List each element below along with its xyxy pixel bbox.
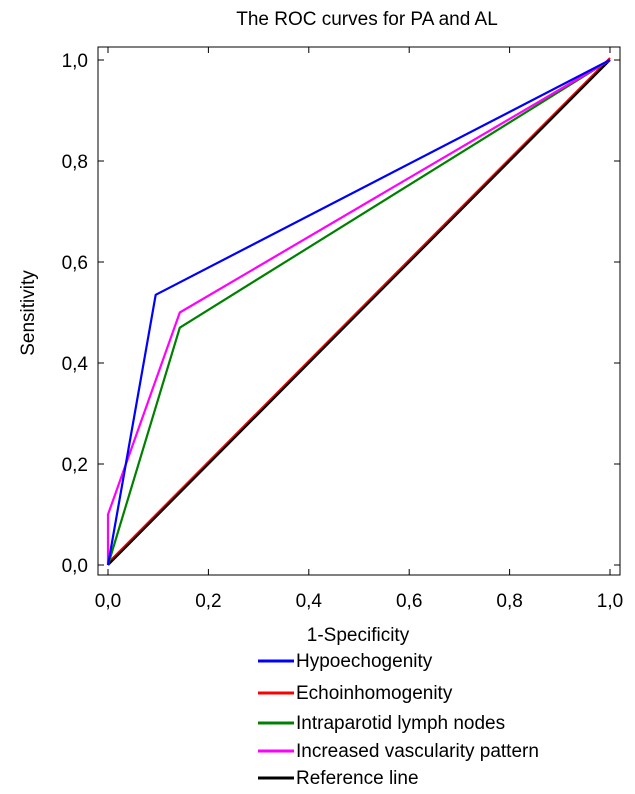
plot-frame <box>97 46 621 576</box>
x-tick-label: 0,0 <box>95 591 121 612</box>
plot-area <box>97 46 621 576</box>
y-tick-label: 0,4 <box>62 354 89 375</box>
x-tick-label: 0,4 <box>296 591 323 612</box>
legend-label: Hypoechogenity <box>296 651 433 672</box>
legend: Hypoechogenity Echoinhomogenity Intraparot… <box>258 651 539 789</box>
series-line-echoinhomogenity <box>107 57 611 564</box>
legend-item: Intraparotid lymph nodes <box>258 713 505 734</box>
legend-label: Echoinhomogenity <box>296 683 453 704</box>
legend-item: Echoinhomogenity <box>258 683 453 704</box>
x-tick-label: 0,6 <box>396 591 422 612</box>
series-line-reference-line <box>107 59 611 566</box>
legend-label: Reference line <box>296 768 419 789</box>
series-line-increased-vascularity-pattern <box>106 59 611 565</box>
series-line-hypoechogenity <box>106 59 611 566</box>
legend-item: Increased vascularity pattern <box>258 741 539 762</box>
legend-label: Intraparotid lymph nodes <box>296 713 505 734</box>
chart-title: The ROC curves for PA and AL <box>236 9 498 30</box>
series-lines <box>106 57 611 566</box>
y-tick-label: 1,0 <box>62 51 88 72</box>
y-tick-label: 0,6 <box>62 253 88 274</box>
legend-item: Reference line <box>258 768 419 789</box>
x-tick-label: 0,2 <box>195 591 221 612</box>
legend-label: Increased vascularity pattern <box>296 741 539 762</box>
legend-item: Hypoechogenity <box>258 651 433 672</box>
x-axis-label: 1-Specificity <box>307 625 410 646</box>
y-tick-label: 0,2 <box>62 455 88 476</box>
y-axis-label: Sensitivity <box>18 270 39 356</box>
x-tick-label: 0,8 <box>496 591 522 612</box>
series-line-intraparotid-lymph-nodes <box>106 59 611 566</box>
x-axis-ticks: 0,0 0,2 0,4 0,6 0,8 1,0 <box>95 47 623 612</box>
x-tick-label: 1,0 <box>597 591 623 612</box>
y-tick-label: 0,0 <box>62 556 88 577</box>
y-tick-label: 0,8 <box>62 152 88 173</box>
y-axis-ticks: 0,0 0,2 0,4 0,6 0,8 1,0 <box>62 51 620 577</box>
